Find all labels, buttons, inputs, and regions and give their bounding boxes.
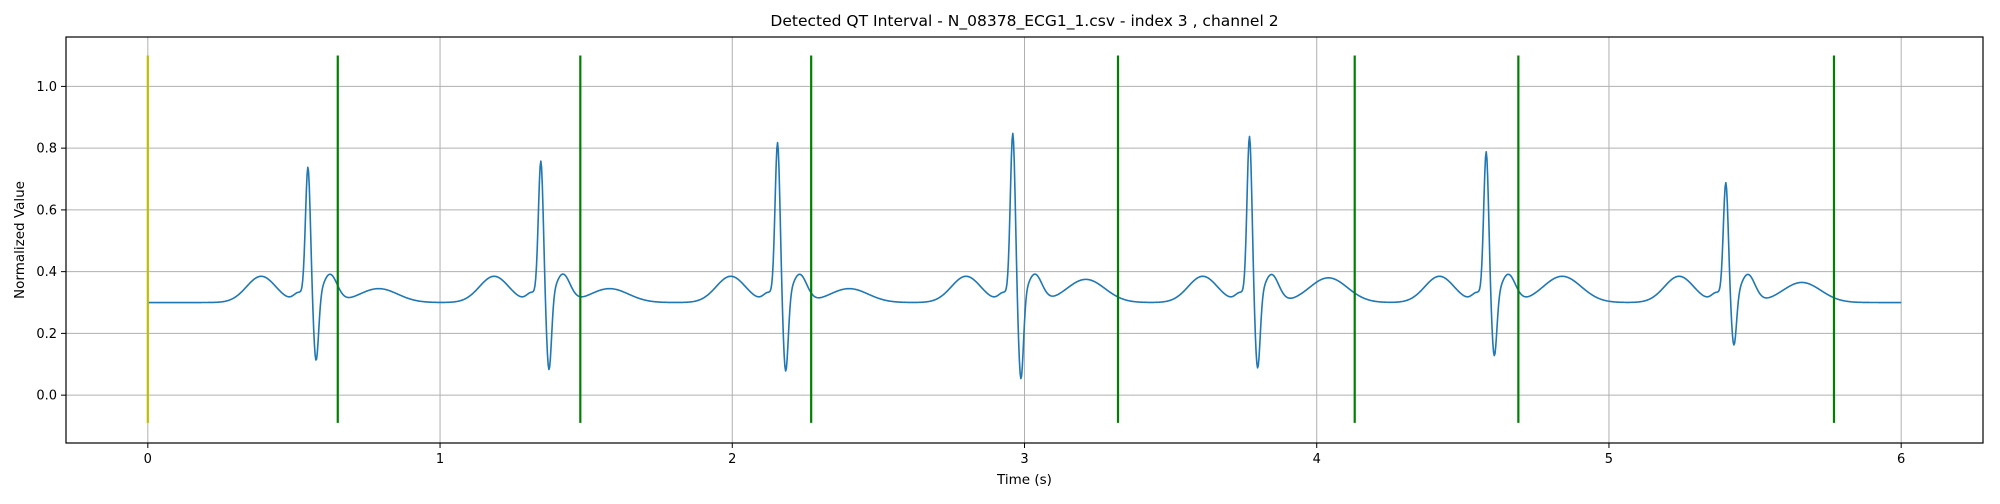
chart-title: Detected QT Interval - N_08378_ECG1_1.cs… bbox=[770, 12, 1278, 31]
x-tick-label: 3 bbox=[1020, 452, 1028, 467]
y-tick-label: 0.2 bbox=[36, 327, 57, 342]
x-tick-label: 1 bbox=[436, 452, 444, 467]
y-tick-label: 0.6 bbox=[36, 203, 57, 218]
x-tick-label: 0 bbox=[144, 452, 152, 467]
y-tick-label: 1.0 bbox=[36, 80, 57, 95]
y-tick-label: 0.8 bbox=[36, 142, 57, 157]
y-tick-label: 0.4 bbox=[36, 265, 57, 280]
x-tick-label: 4 bbox=[1313, 452, 1321, 467]
ecg-signal-line bbox=[147, 132, 1902, 380]
y-axis-label: Normalized Value bbox=[12, 181, 28, 299]
tick-layer: 0 1 2 3 4 5 6 0.0 0.2 0.4 0.6 0.8 1.0 bbox=[36, 80, 1905, 467]
plot-layer bbox=[146, 55, 1902, 423]
x-axis-label: Time (s) bbox=[996, 472, 1052, 488]
x-tick-label: 6 bbox=[1897, 452, 1905, 467]
x-tick-label: 5 bbox=[1605, 452, 1613, 467]
y-tick-label: 0.0 bbox=[36, 389, 57, 404]
x-tick-label: 2 bbox=[728, 452, 736, 467]
